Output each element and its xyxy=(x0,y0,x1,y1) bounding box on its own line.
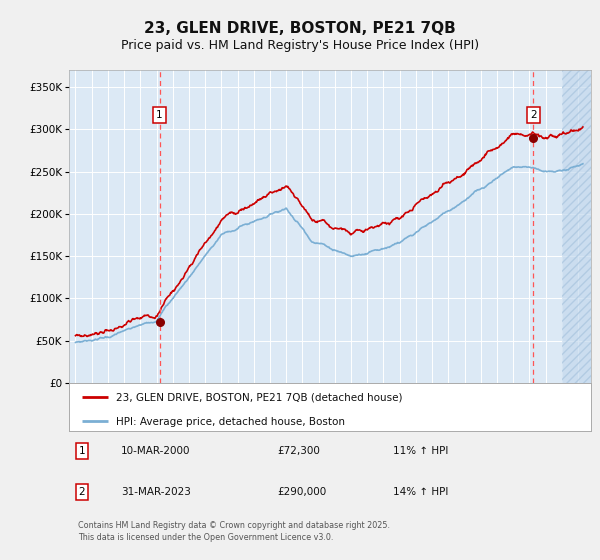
Text: 23, GLEN DRIVE, BOSTON, PE21 7QB: 23, GLEN DRIVE, BOSTON, PE21 7QB xyxy=(144,21,456,36)
Text: Price paid vs. HM Land Registry's House Price Index (HPI): Price paid vs. HM Land Registry's House … xyxy=(121,39,479,52)
Text: 23, GLEN DRIVE, BOSTON, PE21 7QB (detached house): 23, GLEN DRIVE, BOSTON, PE21 7QB (detach… xyxy=(116,393,403,403)
Text: HPI: Average price, detached house, Boston: HPI: Average price, detached house, Bost… xyxy=(116,417,345,427)
Text: 1: 1 xyxy=(157,110,163,120)
Text: 2: 2 xyxy=(530,110,537,120)
Text: 11% ↑ HPI: 11% ↑ HPI xyxy=(392,446,448,456)
Bar xyxy=(562,70,591,383)
Text: £72,300: £72,300 xyxy=(278,446,320,456)
Text: 2: 2 xyxy=(79,487,85,497)
Text: Contains HM Land Registry data © Crown copyright and database right 2025.
This d: Contains HM Land Registry data © Crown c… xyxy=(79,521,391,542)
Text: 14% ↑ HPI: 14% ↑ HPI xyxy=(392,487,448,497)
Text: £290,000: £290,000 xyxy=(278,487,327,497)
Text: 31-MAR-2023: 31-MAR-2023 xyxy=(121,487,191,497)
Text: 1: 1 xyxy=(79,446,85,456)
Text: 10-MAR-2000: 10-MAR-2000 xyxy=(121,446,191,456)
